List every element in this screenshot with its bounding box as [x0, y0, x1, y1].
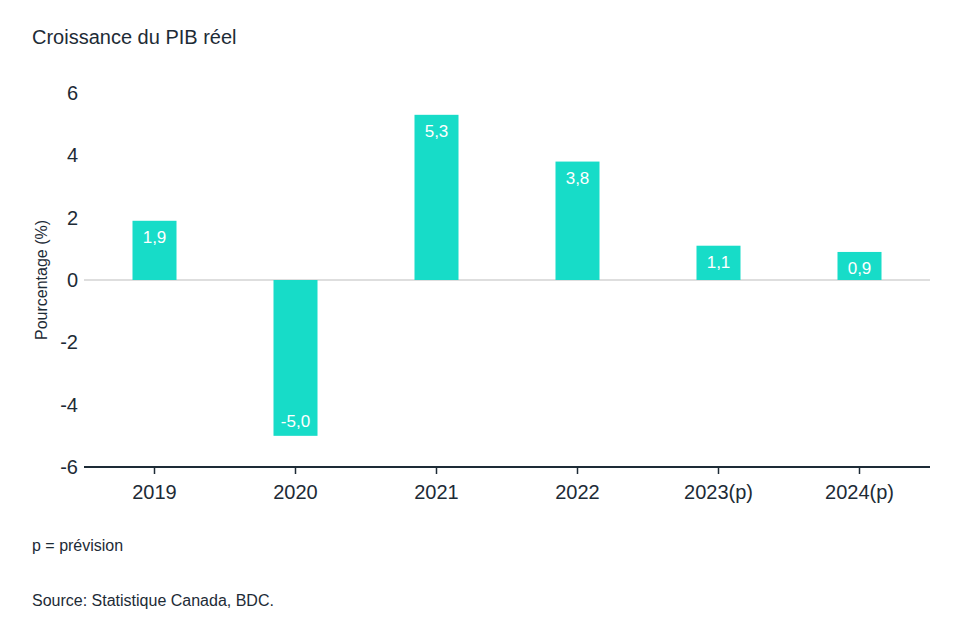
x-tick [577, 467, 579, 474]
x-tick-label: 2021 [414, 481, 459, 503]
data-label: -5,0 [281, 412, 310, 431]
source: Source: Statistique Canada, BDC. [32, 592, 274, 609]
data-label: 1,1 [707, 253, 731, 272]
y-tick-label: 4 [67, 144, 78, 166]
x-tick [436, 467, 438, 474]
note: p = prévision [32, 537, 123, 554]
bar [133, 221, 177, 280]
y-axis-label: Pourcentage (%) [33, 220, 50, 340]
y-tick-label: -6 [60, 456, 78, 478]
bar [415, 115, 459, 280]
zero-line [84, 279, 930, 281]
x-axis-line [84, 466, 930, 468]
x-tick-label: 2024(p) [825, 481, 894, 503]
x-tick-label: 2022 [555, 481, 600, 503]
data-label: 1,9 [143, 228, 167, 247]
data-label: 5,3 [425, 122, 449, 141]
x-tick-label: 2023(p) [684, 481, 753, 503]
bar [274, 280, 318, 436]
bar [838, 252, 882, 280]
bar [697, 246, 741, 280]
title: Croissance du PIB réel [32, 26, 237, 48]
chart-container: Croissance du PIB réel Pourcentage (%) -6 -… [0, 0, 960, 637]
bar [556, 162, 600, 280]
y-tick-label: -4 [60, 394, 78, 416]
y-tick-label: -2 [60, 331, 78, 353]
chart-svg: Croissance du PIB réel Pourcentage (%) -6 -… [0, 0, 960, 637]
bars [133, 115, 882, 436]
x-tick-label: 2020 [273, 481, 318, 503]
x-tick-label: 2019 [132, 481, 177, 503]
x-tick [295, 467, 297, 474]
y-tick-label: 2 [67, 207, 78, 229]
data-label: 0,9 [848, 259, 872, 278]
data-label: 3,8 [566, 169, 590, 188]
x-tick [859, 467, 861, 474]
x-tick [154, 467, 156, 474]
x-tick [718, 467, 720, 474]
y-tick-label: 0 [67, 269, 78, 291]
y-tick-label: 6 [67, 82, 78, 104]
